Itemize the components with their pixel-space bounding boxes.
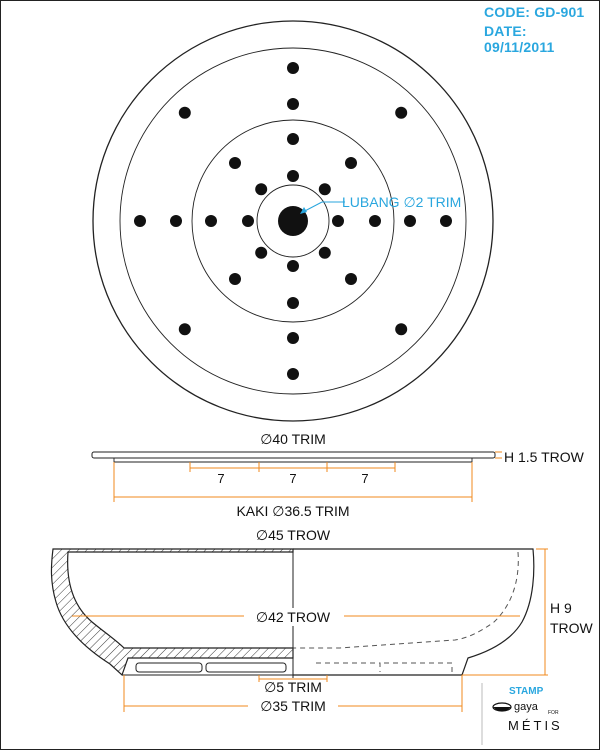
perforation-hole <box>287 98 299 110</box>
bowl-inner-diameter-label: ∅42 TROW <box>256 609 331 625</box>
foot-diameter-label: KAKI ∅36.5 TRIM <box>236 503 349 519</box>
perforation-holes <box>134 62 452 380</box>
brand-small: gaya <box>514 701 539 713</box>
perforation-hole <box>287 260 299 272</box>
bowl-outer-diameter-label: ∅45 TROW <box>256 527 331 543</box>
perforation-hole <box>332 215 344 227</box>
bowl-section: ∅45 TROW ∅42 TROW H 9 TROW ∅5 TRIM <box>50 527 594 714</box>
perforation-hole <box>287 368 299 380</box>
perforation-hole <box>369 215 381 227</box>
plate-middle-ring <box>191 119 395 323</box>
perforation-hole <box>318 183 331 196</box>
perforation-hole <box>287 297 299 309</box>
brand-logo: gaya FOR MÉTIS <box>492 701 563 733</box>
brand-big: MÉTIS <box>508 718 563 733</box>
drawing-date: DATE: 09/11/2011 <box>484 23 555 55</box>
bowl-height-label-1: H 9 <box>550 600 572 616</box>
plate-center-ring <box>256 184 330 258</box>
perforation-hole <box>229 157 241 169</box>
perforation-hole <box>395 106 408 119</box>
segment-1-label: 7 <box>217 471 224 486</box>
perforation-hole <box>178 323 191 336</box>
perforation-hole <box>404 215 416 227</box>
plate-inner-rim <box>119 47 467 395</box>
perforation-hole <box>255 246 268 259</box>
drawing-code: CODE: GD-901 <box>484 4 585 20</box>
segment-3-label: 7 <box>361 471 368 486</box>
perforation-hole <box>287 133 299 145</box>
perforation-hole <box>134 215 146 227</box>
plate-outer-rim <box>92 20 494 422</box>
perforation-hole <box>440 215 452 227</box>
bowl-right-outline <box>293 548 535 676</box>
bowl-right-hidden-lines <box>293 551 519 649</box>
drain-diameter-label: ∅5 TRIM <box>264 679 322 695</box>
segment-2-label: 7 <box>289 471 296 486</box>
perforation-hole <box>205 215 217 227</box>
perforation-hole <box>255 183 268 196</box>
perforation-hole <box>242 215 254 227</box>
perforation-hole <box>395 323 408 336</box>
stamp-title: STAMP <box>509 686 544 697</box>
stamp-block: STAMP gaya FOR MÉTIS <box>481 683 563 745</box>
perforation-hole <box>345 273 357 285</box>
perforation-hole <box>287 62 299 74</box>
base-diameter-label: ∅35 TRIM <box>260 698 326 714</box>
plate-profile: ∅40 TRIM H 1.5 TROW 7 7 7 KAKI ∅36.5 TRI… <box>91 431 585 519</box>
perforation-hole <box>287 332 299 344</box>
brand-for: FOR <box>548 710 559 716</box>
perforation-hole <box>318 246 331 259</box>
plan-view <box>92 20 494 422</box>
plate-profile-body <box>91 451 496 459</box>
perforation-hole <box>170 215 182 227</box>
plate-diameter-label: ∅40 TRIM <box>260 431 326 447</box>
perforation-hole <box>345 157 357 169</box>
perforation-hole <box>178 106 191 119</box>
hole-callout-label: LUBANG ∅2 TRIM <box>342 194 461 210</box>
perforation-hole <box>287 170 299 182</box>
hole-callout: LUBANG ∅2 TRIM <box>300 194 461 214</box>
bowl-height-label-2: TROW <box>550 620 594 636</box>
plate-thickness-label: H 1.5 TROW <box>504 449 585 465</box>
perforation-hole <box>229 273 241 285</box>
